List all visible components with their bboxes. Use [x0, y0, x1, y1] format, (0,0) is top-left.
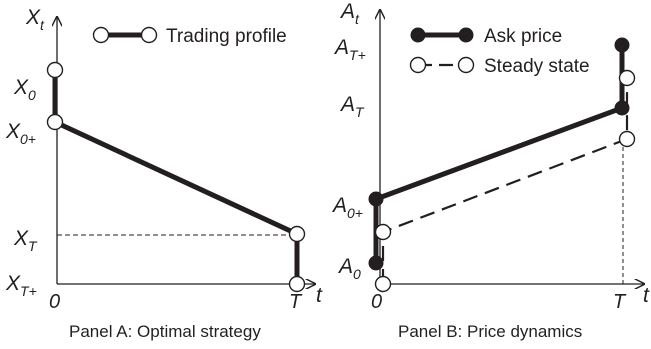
panel-b-legend-steady-marker-left [409, 56, 427, 74]
panel-b-xtick-T: T [613, 291, 627, 313]
panel-a-xtick-zero: 0 [49, 291, 60, 313]
panel-b-legend-steady-label: Steady state [484, 56, 590, 77]
panel-b-ylabel-sub: t [355, 11, 360, 27]
panel-b-caption: Panel B: Price dynamics [398, 322, 582, 341]
panel-b-steady-point-T-low [618, 130, 636, 148]
panel-a: Xt t X0 X0+ XT XT+ 0 T Trading profile P… [5, 6, 323, 341]
panel-a-ytick-X0p: X0+ [5, 120, 36, 147]
panel-b-steady-point-zero-high [374, 223, 392, 241]
panel-b-ask-point-A0 [368, 255, 384, 271]
panel-b-xtick-zero: 0 [371, 291, 382, 313]
panel-b-legend: Ask price Steady state [409, 26, 590, 77]
panel-a-legend-marker-right [140, 26, 158, 44]
panel-b-ytick-A0: A0 [337, 255, 361, 282]
panel-b-legend-ask-label: Ask price [484, 26, 562, 47]
panel-a-legend-label: Trading profile [166, 26, 287, 47]
panel-a-point-XTp [288, 275, 306, 293]
panel-b-y-axis-label: At [339, 0, 360, 27]
panel-b-ytick-ATp: AT+ [333, 36, 366, 63]
panel-a-legend: Trading profile [92, 26, 287, 47]
panel-a-ytick-X0: X0 [13, 76, 36, 103]
panel-a-x-axis-label: t [316, 284, 323, 307]
panel-a-ylabel-main: X [25, 6, 41, 29]
panel-a-legend-marker-left [92, 26, 110, 44]
panel-a-ytick-XTp: XT+ [5, 272, 37, 299]
panel-b-legend-ask-marker-right [458, 27, 474, 43]
panel-b: At t AT+ AT A0+ A0 0 T Ask price [331, 0, 650, 341]
panel-b-ask-point-AT [614, 100, 630, 116]
panel-a-caption: Panel A: Optimal strategy [69, 322, 261, 341]
panel-b-ask-point-ATp [614, 37, 630, 53]
panel-b-steady-state-line [381, 78, 629, 284]
panel-a-xtick-T: T [289, 291, 303, 313]
panel-b-ask-price-line [373, 45, 625, 263]
panel-a-point-XT [288, 225, 306, 243]
panel-b-ylabel-main: A [339, 0, 355, 23]
panel-a-ylabel-sub: t [40, 17, 45, 33]
panel-b-legend-steady-marker-right [457, 56, 475, 74]
panel-b-legend-ask-marker-left [410, 27, 426, 43]
panel-b-steady-point-zero-low [374, 275, 392, 293]
panel-b-ask-point-A0p [368, 191, 384, 207]
panel-b-x-axis-label: t [643, 284, 650, 307]
panel-a-y-axis-label: Xt [25, 6, 45, 33]
panel-a-ytick-XT: XT [13, 227, 38, 254]
panel-a-point-X0p [46, 113, 64, 131]
panel-a-trading-profile-line [52, 70, 300, 284]
panel-b-steady-point-T-high [618, 69, 636, 87]
panel-b-ytick-A0p: A0+ [331, 194, 363, 221]
panel-b-ytick-AT: AT [339, 93, 365, 120]
panel-a-point-X0 [46, 61, 64, 79]
